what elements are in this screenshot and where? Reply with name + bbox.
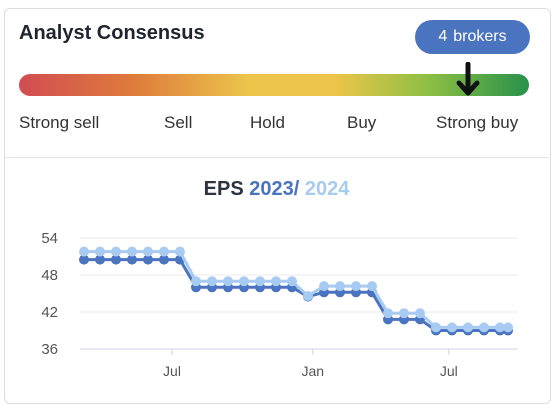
- data-point-2024: [159, 246, 169, 257]
- brokers-badge[interactable]: 4 brokers: [415, 20, 530, 54]
- consensus-title: Analyst Consensus: [19, 22, 205, 44]
- eps-title-year-2023[interactable]: 2023: [249, 178, 294, 200]
- data-point-2024: [127, 246, 137, 257]
- data-point-2024: [175, 246, 185, 257]
- data-point-2023: [111, 254, 121, 265]
- x-tick-label: Jul: [440, 363, 458, 379]
- data-point-2024: [255, 276, 265, 287]
- data-point-2024: [335, 281, 345, 292]
- y-tick-label: 48: [41, 267, 58, 284]
- data-point-2024: [431, 322, 441, 333]
- chart-grid: [80, 237, 518, 350]
- rating-label-sell: Sell: [164, 113, 193, 132]
- data-point-2023: [95, 254, 105, 265]
- y-tick-label: 54: [41, 230, 58, 247]
- data-point-2024: [399, 308, 409, 319]
- arrow-down-icon: [456, 62, 480, 96]
- data-point-2023: [143, 254, 153, 265]
- data-point-2024: [271, 276, 281, 287]
- data-point-2024: [111, 246, 121, 257]
- data-point-2024: [95, 246, 105, 257]
- data-point-2024: [303, 291, 313, 301]
- rating-label-hold: Hold: [250, 113, 285, 132]
- data-point-2024: [223, 276, 233, 287]
- data-point-2024: [319, 281, 329, 292]
- data-point-2024: [503, 322, 513, 333]
- data-point-2024: [143, 246, 153, 257]
- rating-label-buy: Buy: [347, 113, 377, 132]
- data-point-2024: [415, 308, 425, 319]
- data-point-2023: [159, 254, 169, 265]
- data-point-2024: [495, 322, 505, 333]
- series-line-2023: [84, 258, 508, 332]
- data-point-2024: [351, 281, 361, 292]
- eps-title-year-2024[interactable]: 2024: [304, 178, 350, 200]
- data-point-2024: [367, 281, 377, 292]
- eps-title-prefix: EPS: [203, 178, 244, 200]
- series-line-2024: [84, 250, 508, 329]
- brokers-label: brokers: [453, 28, 507, 45]
- data-point-2024: [287, 276, 297, 287]
- data-point-2024: [191, 276, 201, 287]
- y-tick-label: 42: [41, 304, 58, 321]
- consensus-gradient-bar: [19, 74, 529, 96]
- data-point-2024: [447, 322, 457, 333]
- x-tick-label: Jul: [163, 363, 181, 379]
- data-point-2023: [127, 254, 137, 265]
- eps-chart-title: EPS 2023/ 2024: [4, 178, 549, 201]
- brokers-count: 4: [438, 28, 448, 45]
- eps-title-separator: /: [293, 178, 300, 200]
- data-point-2024: [207, 276, 217, 287]
- data-point-2024: [479, 322, 489, 333]
- data-point-2023: [79, 254, 89, 265]
- data-point-2024: [79, 246, 89, 257]
- data-point-2024: [463, 322, 473, 333]
- section-divider: [4, 157, 549, 158]
- x-tick-label: Jan: [302, 363, 325, 379]
- y-tick-label: 36: [41, 341, 58, 358]
- data-point-2024: [239, 276, 249, 287]
- chart-axes: 54 48 42 36 Jul Jan Jul: [41, 230, 457, 379]
- rating-label-strong-sell: Strong sell: [19, 113, 100, 132]
- rating-label-strong-buy: Strong buy: [436, 113, 519, 132]
- data-point-2024: [383, 308, 393, 319]
- chart-series: [79, 246, 513, 336]
